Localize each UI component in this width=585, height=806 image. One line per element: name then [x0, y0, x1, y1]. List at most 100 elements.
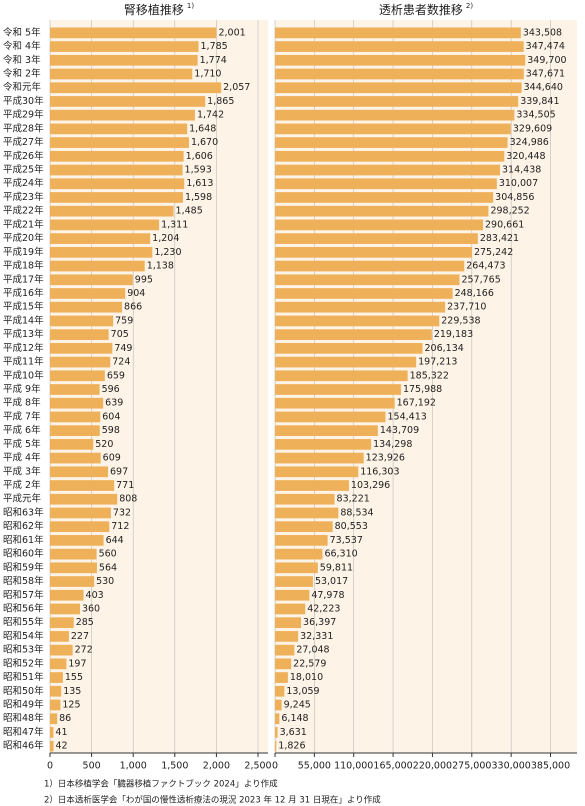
- value-label: 403: [86, 590, 104, 601]
- value-label: 42,223: [307, 603, 340, 614]
- bar: [275, 617, 302, 629]
- value-label: 88,534: [340, 507, 373, 518]
- value-label: 143,709: [380, 425, 419, 436]
- bar: [275, 356, 417, 368]
- bar: [275, 82, 522, 94]
- bar: [275, 452, 364, 464]
- bar: [50, 644, 73, 656]
- category-label: 平成15年: [3, 301, 44, 313]
- bar: [50, 96, 206, 107]
- category-label: 昭和48年: [3, 712, 44, 724]
- value-label: 1,485: [176, 206, 203, 217]
- bar: [50, 356, 111, 368]
- x-tick-label: 500: [83, 761, 101, 772]
- bar: [50, 192, 183, 203]
- category-label: 令和 4年: [3, 40, 41, 52]
- value-label: 167,192: [397, 398, 436, 409]
- value-label: 1,598: [185, 192, 212, 203]
- value-label: 560: [99, 549, 117, 560]
- bar: [50, 123, 188, 135]
- category-label: 平成29年: [3, 109, 44, 121]
- bar: [275, 685, 285, 697]
- bar: [50, 164, 183, 176]
- bar: [50, 439, 94, 450]
- category-label: 昭和62年: [3, 520, 44, 532]
- bar: [50, 480, 115, 491]
- bar: [50, 288, 126, 299]
- value-label: 360: [82, 603, 100, 614]
- value-label: 349,700: [527, 55, 566, 66]
- value-label: 1,648: [189, 123, 216, 134]
- value-label: 866: [124, 302, 142, 313]
- value-label: 639: [105, 398, 123, 409]
- value-label: 724: [112, 357, 130, 368]
- bar: [50, 589, 84, 601]
- value-label: 285: [76, 617, 94, 628]
- bar: [275, 466, 359, 478]
- bar: [275, 137, 508, 148]
- category-label: 令和元年: [3, 81, 42, 93]
- category-label: 昭和50年: [3, 685, 44, 697]
- category-label: 昭和49年: [3, 698, 44, 710]
- bar: [275, 507, 339, 519]
- category-label: 昭和46年: [3, 740, 44, 752]
- category-label: 平成 4年: [3, 452, 41, 464]
- category-label: 平成30年: [3, 95, 44, 107]
- title-text: 腎移植推移: [124, 2, 184, 17]
- bar: [50, 205, 174, 217]
- category-label: 昭和56年: [3, 602, 44, 614]
- bar: [50, 246, 153, 258]
- bar: [275, 411, 386, 423]
- value-label: 298,252: [490, 206, 529, 217]
- category-label: 昭和53年: [3, 644, 44, 656]
- value-label: 598: [102, 425, 120, 436]
- value-label: 83,221: [337, 494, 370, 505]
- value-label: 13,059: [286, 686, 319, 697]
- value-label: 904: [127, 288, 145, 299]
- value-label: 103,296: [351, 480, 390, 491]
- bar: [50, 425, 100, 437]
- value-label: 42: [55, 741, 67, 752]
- bar: [50, 82, 222, 94]
- value-label: 80,553: [335, 521, 368, 532]
- bar: [50, 576, 95, 587]
- bar: [275, 740, 277, 752]
- value-label: 644: [106, 535, 124, 546]
- value-label: 123,926: [366, 453, 405, 464]
- title-text: 透析患者数推移: [379, 2, 463, 17]
- bar: [275, 699, 282, 711]
- footnote: 1）日本移植学会「臓器移植ファクトブック 2024」より作成: [44, 779, 278, 790]
- bar: [50, 54, 198, 66]
- bar: [275, 589, 310, 601]
- bar: [50, 411, 101, 423]
- category-label: 平成20年: [3, 232, 44, 244]
- value-label: 9,245: [284, 699, 311, 710]
- value-label: 32,331: [300, 631, 333, 642]
- bar: [275, 274, 460, 286]
- category-label: 平成 2年: [3, 479, 41, 491]
- value-label: 1,826: [278, 741, 305, 752]
- value-label: 73,537: [330, 535, 363, 546]
- category-label: 平成18年: [3, 260, 44, 272]
- bar: [275, 123, 511, 135]
- value-label: 237,710: [447, 302, 486, 313]
- bar: [50, 150, 184, 162]
- value-label: 1,204: [152, 233, 179, 244]
- bar: [50, 370, 105, 382]
- x-tick-label: 110,000: [334, 761, 373, 772]
- value-label: 732: [113, 507, 131, 518]
- title-note: 2): [466, 2, 473, 10]
- value-label: 1,311: [161, 219, 188, 230]
- bar: [275, 192, 494, 203]
- value-label: 659: [107, 370, 125, 381]
- category-label: 平成 9年: [3, 383, 41, 395]
- bar: [275, 219, 484, 231]
- value-label: 227: [71, 631, 89, 642]
- bar: [50, 631, 69, 642]
- bar: [50, 329, 109, 340]
- category-label: 平成13年: [3, 328, 44, 340]
- x-tick-label: 165,000: [373, 761, 412, 772]
- category-label: 平成 8年: [3, 397, 41, 409]
- category-label: 昭和47年: [3, 726, 44, 738]
